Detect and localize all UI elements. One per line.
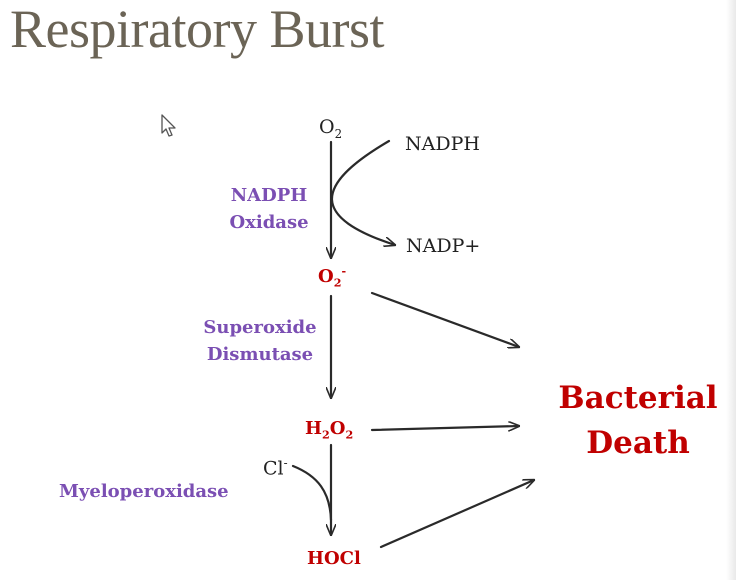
nadph-label: NADPH xyxy=(405,133,480,155)
slide-edge xyxy=(726,0,736,580)
chloride-curve xyxy=(291,464,333,522)
bacterial-death-label: Bacterial Death xyxy=(558,380,718,461)
superoxide-to-death-arrow xyxy=(370,291,519,347)
hocl-to-death-arrow xyxy=(379,480,534,549)
superoxide-label: O2- xyxy=(318,265,347,290)
hydrogen-peroxide-label: H2O2 xyxy=(305,418,354,442)
peroxide-to-death-arrow xyxy=(370,426,519,430)
nadph-curve-arrow xyxy=(331,139,395,245)
slide-title: Respiratory Burst xyxy=(10,0,384,59)
myeloperoxidase-label: Myeloperoxidase xyxy=(59,481,229,502)
superoxide-dismutase-label: Superoxide Dismutase xyxy=(203,317,317,365)
hypochlorous-acid-label: HOCl xyxy=(307,548,361,569)
oxygen-label: O2 xyxy=(319,116,343,141)
chloride-label: Cl- xyxy=(263,456,288,480)
nadp-plus-label: NADP+ xyxy=(406,235,481,257)
mouse-cursor-icon xyxy=(160,113,180,145)
nadph-oxidase-label: NADPH Oxidase xyxy=(229,185,309,233)
